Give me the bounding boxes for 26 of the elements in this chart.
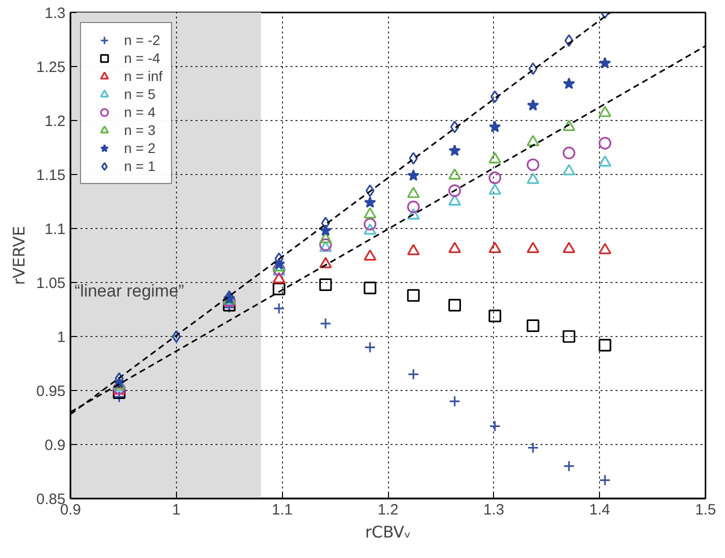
x-tick-label: 1.5 (695, 502, 716, 518)
y-tick-label: 1.1 (44, 221, 66, 238)
y-tick-label: 1.2 (44, 113, 66, 130)
legend-label: n = inf (124, 67, 163, 85)
x-axis-title: rCBVᵥ (365, 522, 411, 542)
y-tick-label: 1.15 (36, 167, 66, 184)
legend-label: n = -2 (124, 31, 160, 49)
y-tick-label: 0.95 (36, 383, 66, 400)
y-tick-label: 1.25 (36, 59, 66, 76)
legend-label: n = 1 (124, 157, 156, 175)
legend-label: n = 4 (124, 103, 156, 121)
x-tick-label: 1.3 (483, 502, 504, 518)
band-label: “linear regime” (74, 282, 184, 300)
x-tick-label: 1.4 (589, 502, 610, 518)
legend-label: n = 3 (124, 121, 156, 139)
legend-label: n = 2 (124, 139, 156, 157)
x-tick-label: 1 (172, 502, 181, 518)
x-tick-label: 1.2 (378, 502, 398, 518)
legend-label: n = -4 (124, 49, 160, 67)
y-tick-label: 1.3 (44, 5, 66, 22)
y-tick-label: 0.9 (44, 437, 66, 454)
y-axis-title: rVERVE (9, 226, 28, 285)
legend-label: n = 5 (124, 85, 156, 103)
x-tick-label: 1.1 (272, 502, 293, 518)
y-tick-label: 1.05 (36, 275, 66, 292)
y-tick-label: 1 (57, 329, 66, 346)
